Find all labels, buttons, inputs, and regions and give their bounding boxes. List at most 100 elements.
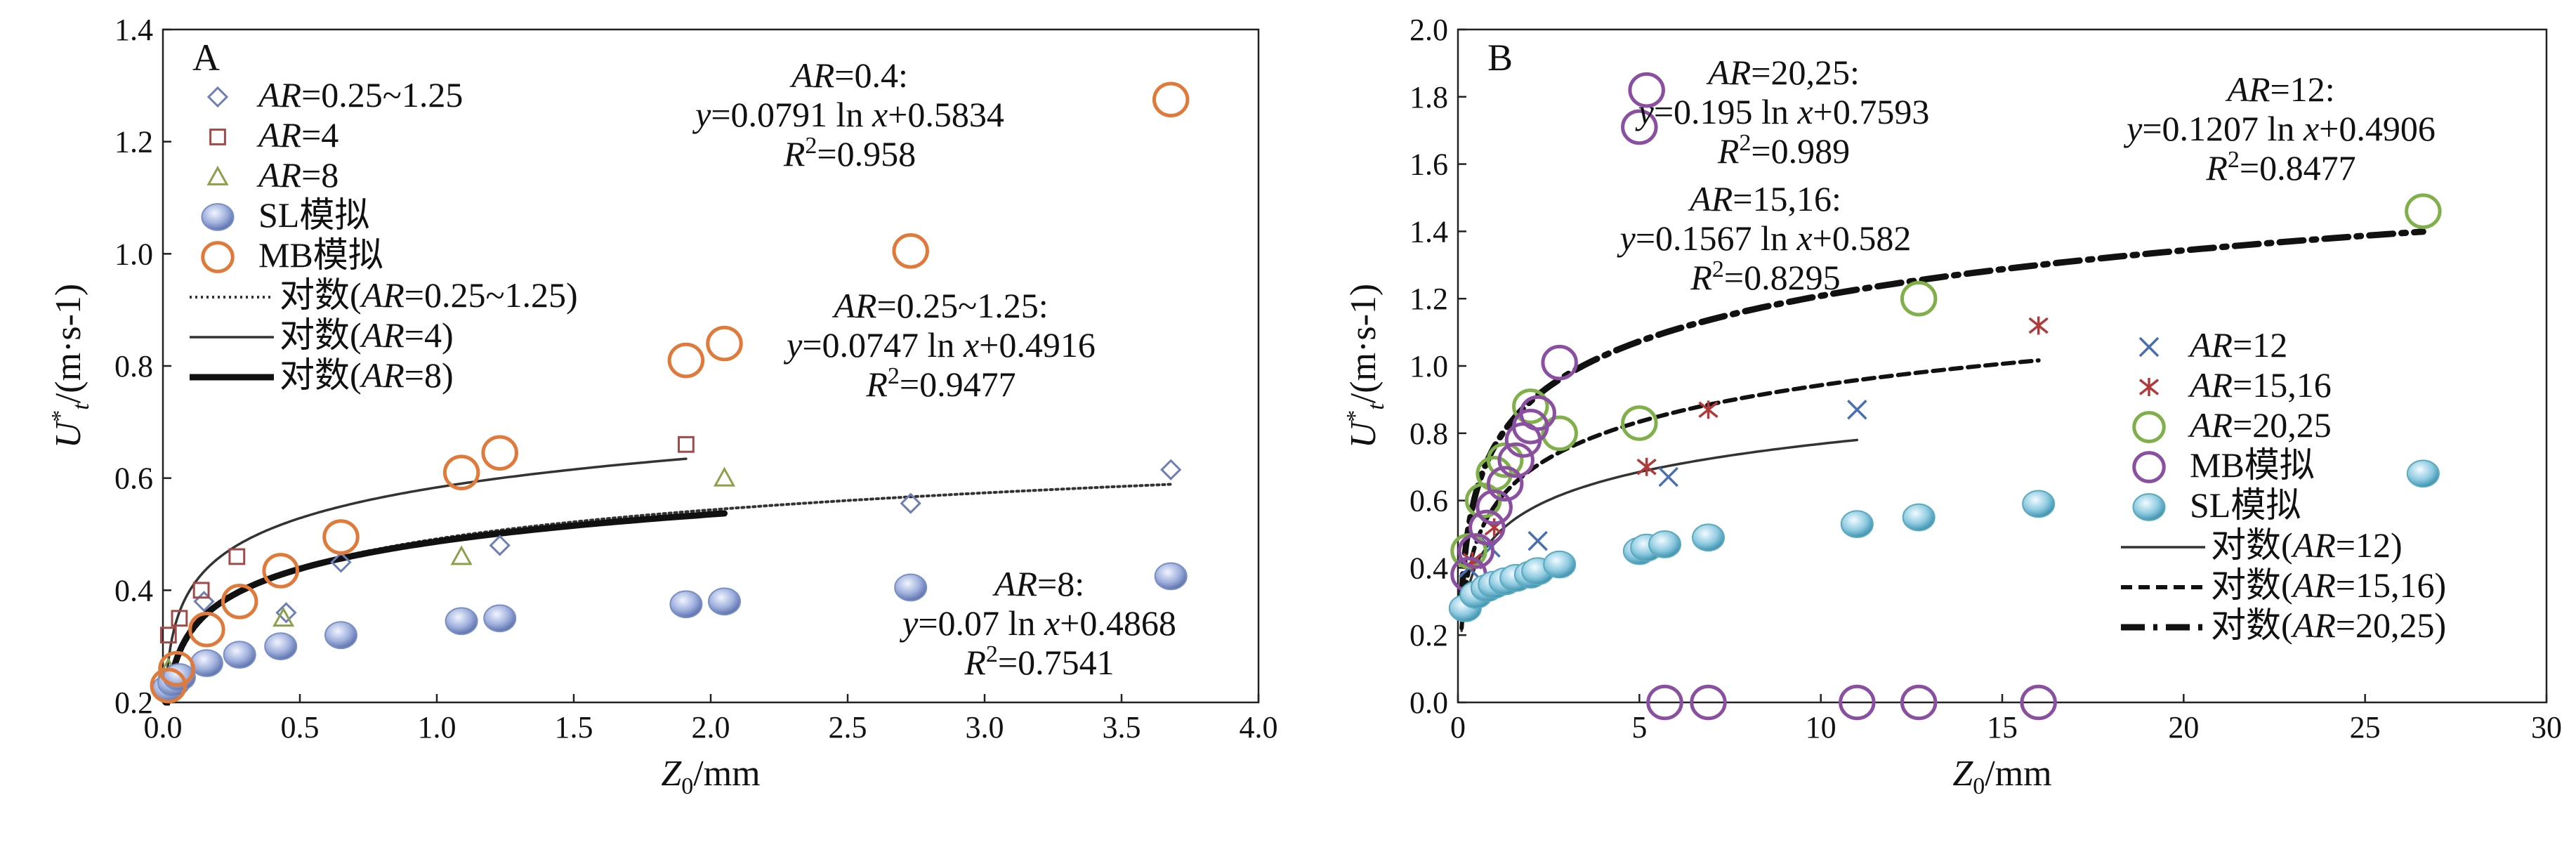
annotation-line-part: y [1635, 92, 1655, 131]
legend-label: 对数(AR=20,25) [2211, 605, 2446, 645]
data-point [188, 611, 225, 648]
y-tick-label: 1.0 [114, 237, 153, 271]
annotation-line-part: AR [1688, 179, 1733, 218]
legend-label: 对数(AR=12) [2211, 525, 2403, 565]
data-point [330, 551, 352, 573]
x-axis-label: Z0/mm [661, 754, 760, 799]
legend-label-part: =15,16 [2233, 365, 2332, 405]
y-axis-label-part: /(m·s-1) [1343, 284, 1384, 403]
annotation-line-part: =8: [1037, 564, 1084, 603]
data-point [322, 519, 360, 555]
legend-label-part: =4) [405, 315, 454, 355]
annotation-line-part: =0.0791 ln [711, 95, 872, 134]
annotation-line-part: y [692, 95, 711, 134]
legend-label-part: AR [256, 115, 301, 155]
legend-label-part: AR [2291, 525, 2336, 565]
x-tick-label: 10 [1806, 710, 1836, 745]
y-tick-label: 1.2 [114, 125, 153, 159]
annotation-line: R2=0.989 [1717, 130, 1850, 171]
legend-marker [2132, 411, 2166, 443]
annotation-line-part: =0.9477 [900, 365, 1016, 404]
annotation-line-part: R [964, 643, 986, 682]
legend-label-part: 对数( [280, 275, 362, 315]
annotation-line-part: AR [2225, 70, 2270, 109]
annotation-line-part: 2 [888, 363, 900, 389]
data-point [1541, 415, 1578, 452]
y-axis-label: U*t/(m·s-1) [47, 284, 94, 448]
x-tick-label: 0 [1450, 710, 1466, 745]
legend: AR=12AR=15,16AR=20,25MB模拟SL模拟对数(AR=12)对数… [2121, 325, 2446, 645]
annotation-line-part: =0.195 ln [1654, 92, 1798, 131]
data-point [481, 435, 518, 471]
data-point [1527, 530, 1548, 551]
chart-panel-b: 0 5 10 15 20 25 300.00.20.40.60.81.01.21.41.61… [1342, 13, 2562, 799]
legend-marker [2138, 378, 2160, 396]
data-point [192, 582, 210, 599]
data-point [1519, 395, 1556, 431]
legend-label-part: =0.25~1.25) [405, 275, 578, 315]
data-point [1847, 400, 1867, 420]
annotation: AR=0.25~1.25:y=0.0747 ln x+0.4916R2=0.94… [783, 286, 1096, 404]
legend-label-part: SL模拟 [2190, 485, 2301, 525]
data-point [1690, 684, 1727, 721]
y-axis-label: U*t/(m·s-1) [1342, 284, 1389, 448]
annotation-line-part: =0.7541 [998, 643, 1115, 682]
data-point [1154, 562, 1188, 591]
legend-marker [201, 203, 235, 231]
data-point [669, 590, 703, 619]
series [1448, 459, 2440, 622]
data-point [2022, 490, 2056, 518]
x-tick-label: 0.5 [281, 710, 320, 745]
annotation-line-part: AR [992, 564, 1037, 603]
x-tick-label: 2.0 [692, 710, 730, 745]
data-point-stroke [1658, 466, 1678, 487]
x-tick-label: 0.0 [144, 710, 183, 745]
data-point [1476, 489, 1513, 525]
legend-label: AR=20,25 [2188, 405, 2332, 445]
legend-label-part: =8 [301, 155, 339, 195]
data-point [1839, 684, 1876, 721]
annotation-line-part: +0.5834 [888, 95, 1004, 134]
fit-line [1460, 438, 1859, 632]
annotation-line-part: +0.4916 [979, 325, 1096, 365]
data-point-stroke [1527, 530, 1548, 551]
legend-marker [206, 86, 229, 108]
data-point [275, 602, 297, 624]
annotation-line-part: x [963, 325, 979, 365]
data-point [2406, 459, 2440, 488]
annotation-line: AR=0.4: [789, 55, 908, 95]
y-tick-label: 1.4 [1409, 214, 1448, 249]
data-point [1902, 503, 1936, 532]
data-point [1486, 466, 1524, 502]
legend-label-part: =20,25 [2233, 405, 2332, 445]
annotation-line: y=0.1567 ln x+0.582 [1617, 218, 1912, 258]
annotation-line-part: x [1796, 218, 1812, 258]
annotation-line-part: 2 [1712, 256, 1724, 282]
legend-label-part: AR [256, 75, 301, 114]
annotation-line: AR=12: [2225, 70, 2334, 109]
annotation-line-part: y [2123, 109, 2143, 148]
annotation-line-part: 2 [2228, 147, 2240, 173]
chart-panel-a: 0.0 0.5 1.0 1.5 2.0 2.5 3.0 3.5 4.0 0.2 0.4 0.6 0.8 1… [47, 13, 1278, 799]
annotation-line-part: =0.4: [834, 55, 908, 95]
fit-line [1459, 358, 2041, 631]
y-tick-label: 0.6 [1409, 484, 1448, 518]
y-tick-label: 1.4 [114, 13, 153, 47]
y-axis-label-part: * [47, 410, 73, 422]
annotation-line-part: x [2303, 109, 2319, 148]
annotation-line-part: =0.1567 ln [1636, 218, 1797, 258]
legend-label: 对数(AR=4) [280, 315, 454, 355]
legend-label-part: AR [360, 315, 405, 355]
y-axis-label-part: * [1342, 410, 1368, 422]
annotation-line-part: x [872, 95, 888, 134]
series [150, 81, 1190, 704]
annotation-line: R2=0.958 [783, 133, 916, 173]
annotation-line-part: AR [1706, 53, 1751, 92]
data-point [190, 649, 223, 678]
data-point [1698, 400, 1719, 419]
legend-label: 对数(AR=8) [280, 355, 454, 395]
x-tick-label: 1.0 [418, 710, 456, 745]
x-tick-label: 4.0 [1240, 710, 1278, 745]
